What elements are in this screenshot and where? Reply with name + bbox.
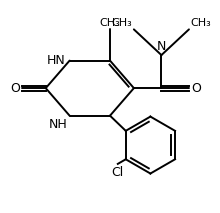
Text: Cl: Cl <box>112 166 124 179</box>
Text: N: N <box>157 40 166 53</box>
Text: NH: NH <box>49 118 68 131</box>
Text: O: O <box>10 82 20 95</box>
Text: HN: HN <box>46 54 65 67</box>
Text: O: O <box>192 82 202 95</box>
Text: CH₃: CH₃ <box>100 18 120 28</box>
Text: CH₃: CH₃ <box>111 19 132 29</box>
Text: CH₃: CH₃ <box>191 19 212 29</box>
